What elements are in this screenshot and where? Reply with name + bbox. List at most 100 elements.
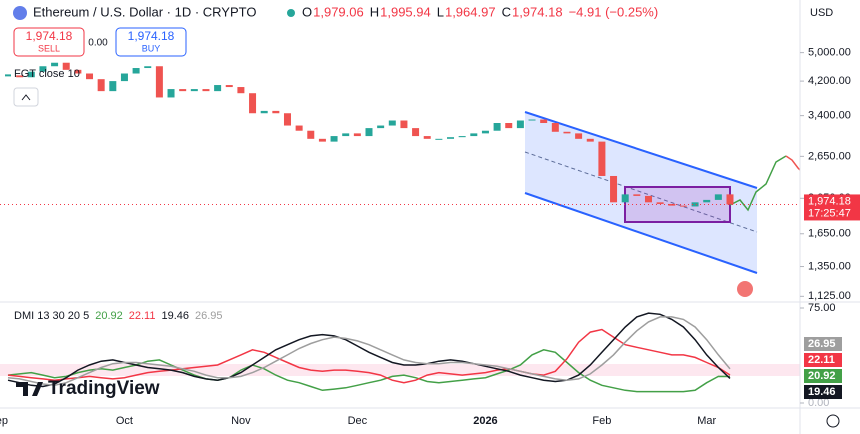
dmi-band bbox=[0, 364, 800, 376]
price-tag-label: 1,974.18 bbox=[808, 195, 851, 207]
candle bbox=[388, 120, 396, 126]
collapse-button[interactable] bbox=[13, 87, 39, 107]
x-tick-label: Nov bbox=[231, 415, 251, 427]
candle bbox=[74, 69, 82, 74]
buy-button[interactable] bbox=[115, 27, 187, 57]
event-icon[interactable] bbox=[737, 281, 753, 297]
candle bbox=[400, 120, 408, 129]
spread: 0.00 bbox=[88, 38, 108, 49]
candle bbox=[563, 131, 571, 134]
candle bbox=[39, 66, 47, 72]
candle bbox=[481, 130, 489, 134]
candle bbox=[540, 119, 548, 124]
candle bbox=[109, 81, 117, 92]
candle bbox=[318, 138, 326, 142]
logo-mark bbox=[16, 382, 43, 396]
candle bbox=[214, 85, 222, 92]
channel-line bbox=[524, 111, 758, 189]
sell-price: 1,974.18 bbox=[26, 29, 73, 43]
legend-value: 19.46 bbox=[161, 310, 189, 322]
candle bbox=[342, 133, 350, 137]
countdown: 17:25:47 bbox=[808, 207, 851, 219]
candle bbox=[598, 141, 606, 176]
candle bbox=[575, 133, 583, 139]
value-tag-label: 26.95 bbox=[808, 338, 836, 350]
collapse-icon bbox=[21, 94, 31, 101]
y-tick-label: 2,650.00 bbox=[808, 150, 851, 162]
candle bbox=[621, 194, 629, 203]
legend-value: 22.11 bbox=[129, 310, 156, 322]
candle bbox=[447, 137, 455, 139]
channel-line bbox=[524, 192, 758, 274]
y-tick-label: 75.00 bbox=[808, 302, 836, 314]
candle bbox=[493, 123, 501, 131]
candle bbox=[353, 133, 361, 137]
candle bbox=[237, 87, 245, 94]
candle bbox=[27, 71, 35, 78]
candle bbox=[272, 110, 280, 114]
candle bbox=[144, 66, 152, 69]
x-tick-label: Feb bbox=[592, 415, 611, 427]
candle bbox=[377, 125, 385, 129]
status-dot bbox=[287, 9, 295, 17]
buy-price: 1,974.18 bbox=[128, 29, 175, 43]
y-tick-label: 1,125.00 bbox=[808, 290, 851, 302]
ohlc-value: 1,964.97 bbox=[445, 4, 496, 19]
candle bbox=[132, 68, 140, 74]
candle bbox=[120, 73, 128, 82]
candle bbox=[691, 202, 699, 207]
candle bbox=[330, 136, 338, 142]
dmi-line bbox=[7, 316, 731, 387]
change: −4.91 (−0.25%) bbox=[569, 4, 659, 19]
candle bbox=[307, 130, 315, 139]
dmi-line bbox=[7, 349, 731, 393]
candle bbox=[470, 133, 478, 137]
candle bbox=[703, 199, 711, 203]
y-tick-label: 1,350.00 bbox=[808, 260, 851, 272]
candle bbox=[586, 138, 594, 142]
candle bbox=[656, 202, 664, 204]
ohlc-key: H bbox=[370, 4, 379, 19]
channel-mid bbox=[524, 151, 758, 233]
ohlc-key: C bbox=[502, 4, 511, 19]
buy-label: BUY bbox=[142, 43, 161, 53]
value-tag bbox=[804, 353, 842, 367]
series-layer bbox=[5, 62, 734, 393]
coin-icon bbox=[13, 6, 27, 20]
candle bbox=[155, 66, 163, 98]
ohlc-key: O bbox=[302, 4, 312, 19]
x-tick-label: Oct bbox=[116, 415, 133, 427]
indicator-label: FGT close 10 bbox=[14, 68, 80, 80]
currency[interactable]: USD bbox=[810, 7, 833, 19]
candle bbox=[726, 194, 734, 205]
value-tag-label: 20.92 bbox=[808, 370, 836, 382]
candle bbox=[644, 195, 652, 203]
candle bbox=[260, 110, 268, 114]
dmi-title: DMI 13 30 20 5 bbox=[14, 310, 89, 322]
ohlc-value: 1,974.18 bbox=[512, 4, 563, 19]
sell-button[interactable] bbox=[13, 27, 85, 57]
projection bbox=[729, 155, 787, 212]
value-tag-label: 19.46 bbox=[808, 386, 836, 398]
value-tag-label: 22.11 bbox=[808, 354, 835, 366]
candle bbox=[714, 194, 722, 200]
candle bbox=[679, 205, 687, 207]
candle bbox=[179, 89, 187, 92]
candle bbox=[551, 123, 559, 132]
candle bbox=[668, 203, 676, 206]
candle bbox=[435, 138, 443, 140]
candle bbox=[528, 119, 536, 121]
value-tag bbox=[804, 337, 842, 351]
candle bbox=[97, 79, 105, 92]
dmi-line bbox=[7, 312, 731, 388]
settings-icon[interactable] bbox=[826, 414, 840, 428]
watermark: TradingView bbox=[48, 378, 160, 399]
legend-value: 20.92 bbox=[95, 310, 123, 322]
candle bbox=[62, 62, 70, 70]
y-tick-label: 5,000.00 bbox=[808, 47, 851, 59]
x-tick-label: Mar bbox=[697, 415, 716, 427]
candle bbox=[412, 128, 420, 137]
candle bbox=[190, 89, 198, 92]
legend-value: 26.95 bbox=[195, 310, 223, 322]
